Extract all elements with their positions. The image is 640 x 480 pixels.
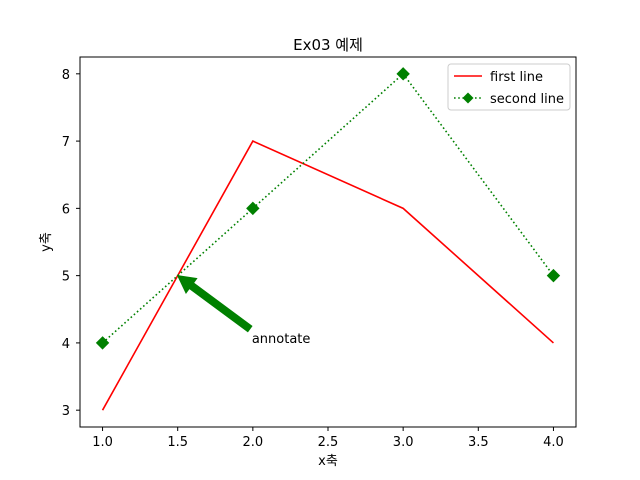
x-tick-label: 1.5 xyxy=(167,435,188,450)
x-tick-label: 3.5 xyxy=(468,435,489,450)
y-tick-label: 5 xyxy=(62,270,70,285)
chart-title: Ex03 예제 xyxy=(293,36,363,54)
y-axis-label: y축 xyxy=(39,232,54,252)
y-tick-label: 8 xyxy=(62,68,70,83)
legend-label-1: first line xyxy=(490,70,543,85)
data-point-marker xyxy=(246,201,260,216)
legend-label-2: second line xyxy=(490,92,564,107)
annotation-arrow xyxy=(176,274,253,333)
series-line-1 xyxy=(101,140,554,411)
x-tick-label: 2.5 xyxy=(318,435,339,450)
data-point-marker xyxy=(396,67,410,81)
data-point-marker xyxy=(95,336,110,350)
legend-marker xyxy=(462,92,474,104)
x-tick-label: 2.0 xyxy=(243,435,264,450)
y-tick-label: 7 xyxy=(62,135,70,150)
x-tick-label: 1.0 xyxy=(92,435,113,450)
y-tick-label: 3 xyxy=(62,404,70,419)
x-tick-label: 4.0 xyxy=(543,435,564,450)
data-point-marker xyxy=(546,268,561,283)
plot-frame xyxy=(79,56,577,428)
legend: first line second line xyxy=(447,63,571,111)
y-tick-label: 6 xyxy=(62,202,70,217)
series-line-2 xyxy=(102,72,555,344)
annotation-text: annotate xyxy=(252,332,311,347)
x-tick-label: 3.0 xyxy=(393,435,414,450)
x-axis-label: x축 xyxy=(318,454,338,469)
y-tick-label: 4 xyxy=(62,337,70,352)
